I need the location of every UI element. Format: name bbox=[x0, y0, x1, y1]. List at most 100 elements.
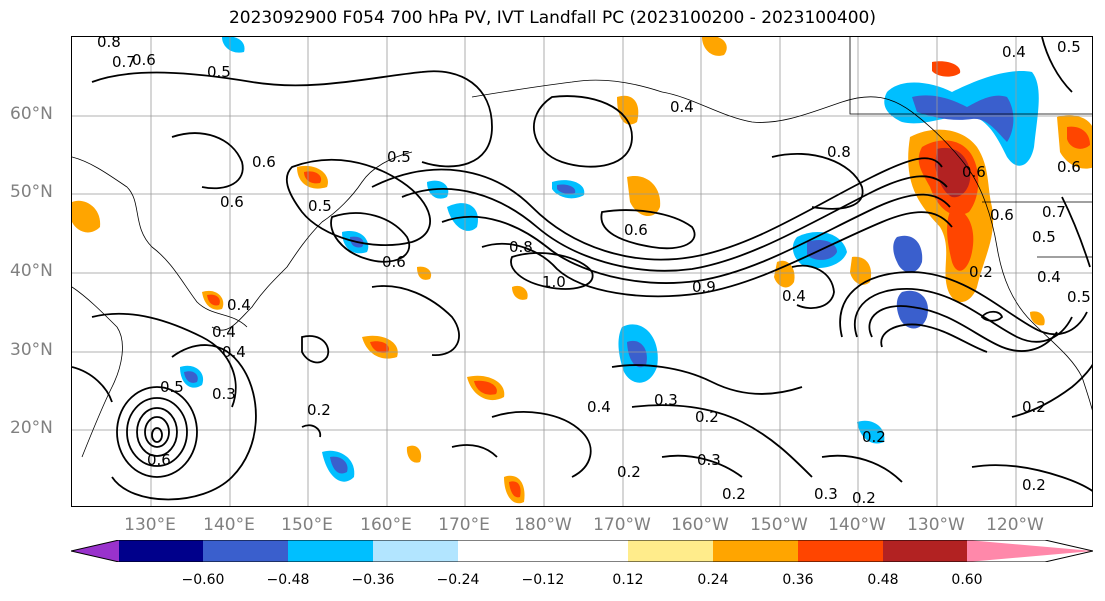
colorbar-cell bbox=[883, 540, 967, 562]
pv-patch bbox=[702, 37, 727, 56]
pv-patch bbox=[1067, 126, 1090, 149]
pv-patch bbox=[222, 37, 245, 53]
contour-label: 0.6 bbox=[147, 451, 171, 469]
lat-label-40n: 40°N bbox=[10, 261, 53, 281]
contour-label: 0.2 bbox=[722, 485, 746, 503]
contour-label: 0.5 bbox=[1067, 288, 1091, 306]
colorbar-tick: 0.24 bbox=[697, 572, 729, 588]
map-canvas: 0.8 0.7 0.6 0.5 0.6 0.5 0.6 0.4 0.5 0.6 … bbox=[72, 37, 1092, 507]
lon-label-140w: 140°W bbox=[828, 515, 886, 535]
contour-label: 0.3 bbox=[814, 485, 838, 503]
colorbar-cell bbox=[288, 540, 373, 562]
pv-patch bbox=[896, 290, 928, 329]
lat-label-20n: 20°N bbox=[10, 418, 53, 438]
lon-label-160w: 160°W bbox=[671, 515, 729, 535]
contour-label: 0.8 bbox=[509, 238, 533, 256]
contour-label: 0.3 bbox=[212, 385, 236, 403]
colorbar-cell bbox=[798, 540, 883, 562]
contour-label: 0.5 bbox=[308, 197, 332, 215]
map-panel: 0.8 0.7 0.6 0.5 0.6 0.5 0.6 0.4 0.5 0.6 … bbox=[71, 36, 1093, 507]
colorbar-tick: 0.36 bbox=[782, 572, 814, 588]
contour-label: 0.5 bbox=[1057, 38, 1081, 56]
contour-label: 0.4 bbox=[222, 343, 246, 361]
contour-label: 0.2 bbox=[617, 463, 641, 481]
colorbar-cell bbox=[713, 540, 798, 562]
pv-patch bbox=[406, 445, 422, 463]
lat-label-30n: 30°N bbox=[10, 340, 53, 360]
map-title: 2023092900 F054 700 hPa PV, IVT Landfall… bbox=[228, 8, 876, 28]
contour-label: 0.9 bbox=[692, 278, 716, 296]
contour-label: 0.2 bbox=[307, 401, 331, 419]
contour-label: 0.2 bbox=[969, 263, 993, 281]
lat-label-60n: 60°N bbox=[10, 104, 53, 124]
contour-label: 0.4 bbox=[587, 398, 611, 416]
contour-label: 0.5 bbox=[1032, 228, 1056, 246]
contour-label: 0.4 bbox=[1002, 43, 1026, 61]
contour-label: 0.2 bbox=[1022, 398, 1046, 416]
colorbar-cell bbox=[967, 540, 1093, 562]
contour-label: 0.5 bbox=[160, 378, 184, 396]
contour-label: 0.4 bbox=[212, 323, 236, 341]
colorbar-cell bbox=[543, 540, 628, 562]
colorbar-cell bbox=[373, 540, 458, 562]
contour-label: 0.4 bbox=[1037, 268, 1061, 286]
pv-patch bbox=[850, 256, 872, 285]
pv-patch bbox=[893, 235, 923, 273]
colorbar-cell bbox=[458, 540, 543, 562]
pv-patch bbox=[184, 371, 198, 383]
colorbar-cell bbox=[203, 540, 288, 562]
contour-label: 0.6 bbox=[1057, 158, 1081, 176]
contour-label: 0.2 bbox=[1022, 476, 1046, 494]
lon-label-140e: 140°E bbox=[203, 515, 255, 535]
pv-patch bbox=[512, 285, 528, 300]
contour-label: 0.8 bbox=[97, 37, 121, 51]
contour-label: 0.2 bbox=[852, 489, 876, 507]
colorbar-tick: −0.60 bbox=[181, 572, 225, 588]
contour-label: 0.7 bbox=[1042, 203, 1066, 221]
ivt-contours bbox=[72, 37, 1092, 501]
contour-label: 0.2 bbox=[862, 428, 886, 446]
lon-label-160e: 160°E bbox=[360, 515, 412, 535]
contour-labels: 0.8 0.7 0.6 0.5 0.6 0.5 0.6 0.4 0.5 0.6 … bbox=[97, 37, 1091, 507]
contour-label: 0.6 bbox=[624, 221, 648, 239]
lon-label-130e: 130°E bbox=[124, 515, 176, 535]
colorbar-tick: −0.12 bbox=[521, 572, 565, 588]
coastlines bbox=[72, 79, 1092, 458]
contour-label: 0.6 bbox=[132, 51, 156, 69]
contour-label: 0.6 bbox=[962, 163, 986, 181]
colorbar-tick: −0.48 bbox=[266, 572, 310, 588]
contour-label: 1.0 bbox=[542, 273, 566, 291]
pv-patch bbox=[1030, 311, 1045, 326]
colorbar-tick: −0.36 bbox=[351, 572, 395, 588]
colorbar-cell bbox=[119, 540, 203, 562]
pv-patch bbox=[774, 260, 795, 288]
contour-label: 0.7 bbox=[112, 53, 136, 71]
lon-label-130w: 130°W bbox=[907, 515, 965, 535]
contour-label: 0.4 bbox=[227, 296, 251, 314]
colorbar-tick: −0.24 bbox=[436, 572, 480, 588]
colorbar-cell bbox=[628, 540, 713, 562]
contour-label: 0.4 bbox=[670, 98, 694, 116]
colorbar-cell bbox=[71, 540, 119, 562]
contour-label: 0.2 bbox=[695, 408, 719, 426]
colorbar bbox=[71, 540, 1093, 562]
lon-label-170w: 170°W bbox=[593, 515, 651, 535]
lon-label-180w: 180°W bbox=[514, 515, 572, 535]
pv-patch bbox=[947, 207, 974, 271]
lon-label-120w: 120°W bbox=[986, 515, 1044, 535]
pv-patch bbox=[627, 340, 647, 368]
colorbar-tick: 0.48 bbox=[867, 572, 899, 588]
contour-label: 0.3 bbox=[654, 391, 678, 409]
pv-patch bbox=[627, 176, 661, 217]
contour-label: 0.3 bbox=[697, 451, 721, 469]
lat-label-50n: 50°N bbox=[10, 182, 53, 202]
contour-label: 0.6 bbox=[382, 253, 406, 271]
lon-label-150w: 150°W bbox=[750, 515, 808, 535]
lon-label-170e: 170°E bbox=[438, 515, 490, 535]
contour-label: 0.6 bbox=[220, 193, 244, 211]
contour-label: 0.4 bbox=[782, 287, 806, 305]
boundary-box bbox=[849, 37, 1092, 258]
pv-patch bbox=[509, 481, 521, 498]
contour-label: 0.6 bbox=[990, 206, 1014, 224]
pv-patch bbox=[557, 184, 576, 194]
